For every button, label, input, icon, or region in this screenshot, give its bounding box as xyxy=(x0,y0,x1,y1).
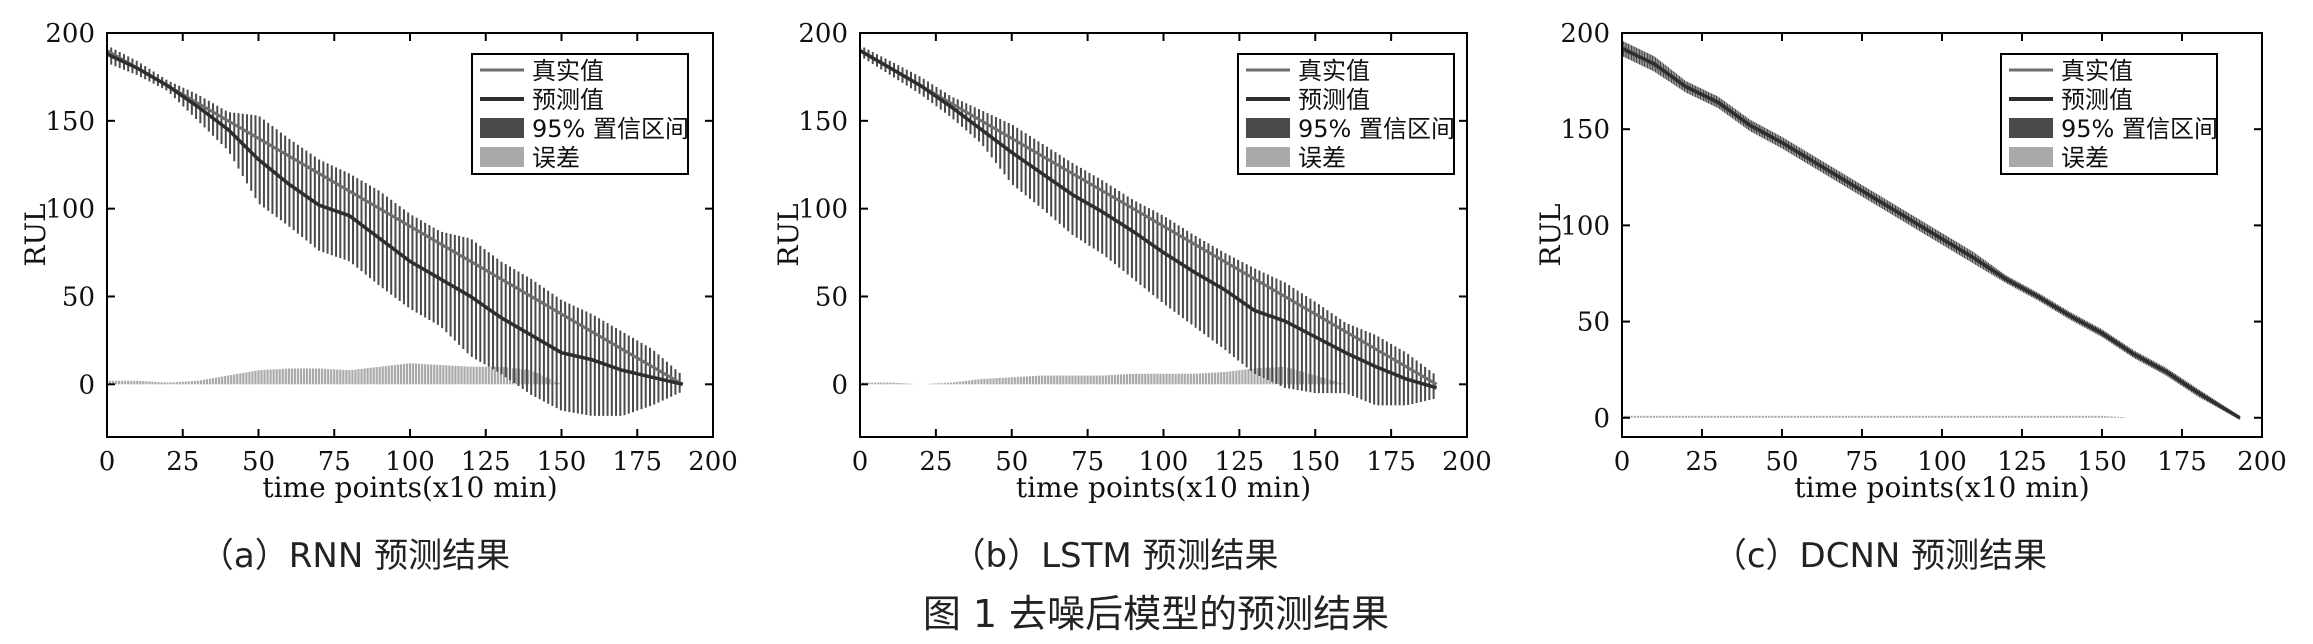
legend-patch-swatch xyxy=(1246,147,1290,167)
y-tick-label: 50 xyxy=(1577,308,1610,338)
x-tick-label: 200 xyxy=(2237,447,2287,477)
subplot-c: 0 25 50 75 100 125 150 175 200 0 50 100 150 200 time p… xyxy=(1534,19,2287,504)
x-tick-label: 50 xyxy=(242,447,275,477)
legend-label: 真实值 xyxy=(2061,57,2133,85)
predicted-value-line xyxy=(106,52,684,387)
x-tick-label: 75 xyxy=(1845,447,1878,477)
legend-patch-swatch xyxy=(2009,147,2053,167)
y-tick-label: 150 xyxy=(798,107,848,137)
legend-label: 95% 置信区间 xyxy=(1298,115,1455,143)
x-tick-label: 25 xyxy=(919,447,952,477)
x-tick-label: 25 xyxy=(166,447,199,477)
x-tick-label: 100 xyxy=(1139,447,1189,477)
legend-label: 预测值 xyxy=(1298,86,1370,114)
legend-patch-swatch xyxy=(480,118,524,138)
legend-label: 95% 置信区间 xyxy=(532,115,689,143)
legend-patch-swatch xyxy=(480,147,524,167)
x-tick-label: 200 xyxy=(688,447,738,477)
predicted-value-line xyxy=(1621,46,2241,420)
x-tick-label: 125 xyxy=(1997,447,2047,477)
y-axis-label: RUL xyxy=(1534,203,1567,266)
y-tick-label: 200 xyxy=(798,19,848,49)
legend-patch-swatch xyxy=(2009,118,2053,138)
x-tick-label: 100 xyxy=(1917,447,1967,477)
error-bars xyxy=(1620,415,2126,418)
subplot-a-caption: （a）RNN 预测结果 xyxy=(199,536,511,576)
legend-label: 预测值 xyxy=(2061,86,2133,114)
x-tick-label: 175 xyxy=(612,447,662,477)
y-tick-label: 50 xyxy=(815,282,848,312)
subplot-b: 0 25 50 75 100 125 150 175 200 0 50 100 150 200 time p… xyxy=(772,19,1492,504)
x-tick-label: 50 xyxy=(995,447,1028,477)
x-tick-label: 200 xyxy=(1442,447,1492,477)
legend-label: 误差 xyxy=(1298,144,1346,172)
x-tick-label: 175 xyxy=(2157,447,2207,477)
x-tick-label: 175 xyxy=(1366,447,1416,477)
figure-caption: 图 1 去噪后模型的预测结果 xyxy=(922,592,1390,636)
y-axis-label: RUL xyxy=(19,203,52,266)
y-tick-label: 200 xyxy=(45,19,95,49)
true-value-line xyxy=(106,49,684,386)
legend-label: 真实值 xyxy=(1298,57,1370,85)
y-tick-label: 200 xyxy=(1560,19,1610,49)
x-tick-label: 0 xyxy=(1614,447,1631,477)
subplot-b-caption: （b）LSTM 预测结果 xyxy=(951,536,1279,576)
error-bars xyxy=(858,366,1344,385)
y-tick-label: 150 xyxy=(1560,115,1610,145)
y-axis-label: RUL xyxy=(772,203,805,266)
y-tick-label: 0 xyxy=(831,370,848,400)
legend-label: 95% 置信区间 xyxy=(2061,115,2218,143)
legend-label: 真实值 xyxy=(532,57,604,85)
x-tick-label: 0 xyxy=(99,447,116,477)
x-tick-label: 150 xyxy=(2077,447,2127,477)
y-tick-label: 100 xyxy=(1560,211,1610,241)
y-tick-label: 0 xyxy=(1593,404,1610,434)
y-tick-label: 0 xyxy=(78,370,95,400)
x-axis-label: time points(x10 min) xyxy=(1016,471,1311,504)
legend-patch-swatch xyxy=(1246,118,1290,138)
true-value-line xyxy=(859,49,1438,386)
legend-label: 预测值 xyxy=(532,86,604,114)
subplot-c-caption: （c）DCNN 预测结果 xyxy=(1712,536,2048,576)
x-tick-label: 50 xyxy=(1765,447,1798,477)
x-tick-label: 25 xyxy=(1685,447,1718,477)
legend-label: 误差 xyxy=(532,144,580,172)
y-tick-label: 100 xyxy=(45,195,95,225)
confidence-interval-bars xyxy=(859,45,1435,406)
x-axis-label: time points(x10 min) xyxy=(262,471,557,504)
x-tick-label: 100 xyxy=(385,447,435,477)
x-axis-label: time points(x10 min) xyxy=(1794,471,2089,504)
x-tick-label: 150 xyxy=(537,447,587,477)
x-tick-label: 125 xyxy=(461,447,511,477)
legend-label: 误差 xyxy=(2061,144,2109,172)
y-tick-label: 100 xyxy=(798,195,848,225)
x-tick-label: 75 xyxy=(318,447,351,477)
y-tick-label: 150 xyxy=(45,107,95,137)
x-tick-label: 75 xyxy=(1071,447,1104,477)
error-bars xyxy=(105,363,560,385)
x-tick-label: 150 xyxy=(1290,447,1340,477)
subplot-a: 0 25 50 75 100 125 150 175 200 0 50 100 150 200 time p… xyxy=(19,19,738,504)
x-tick-label: 0 xyxy=(852,447,869,477)
y-tick-label: 50 xyxy=(62,282,95,312)
x-tick-label: 125 xyxy=(1215,447,1265,477)
predicted-value-line xyxy=(859,49,1438,390)
